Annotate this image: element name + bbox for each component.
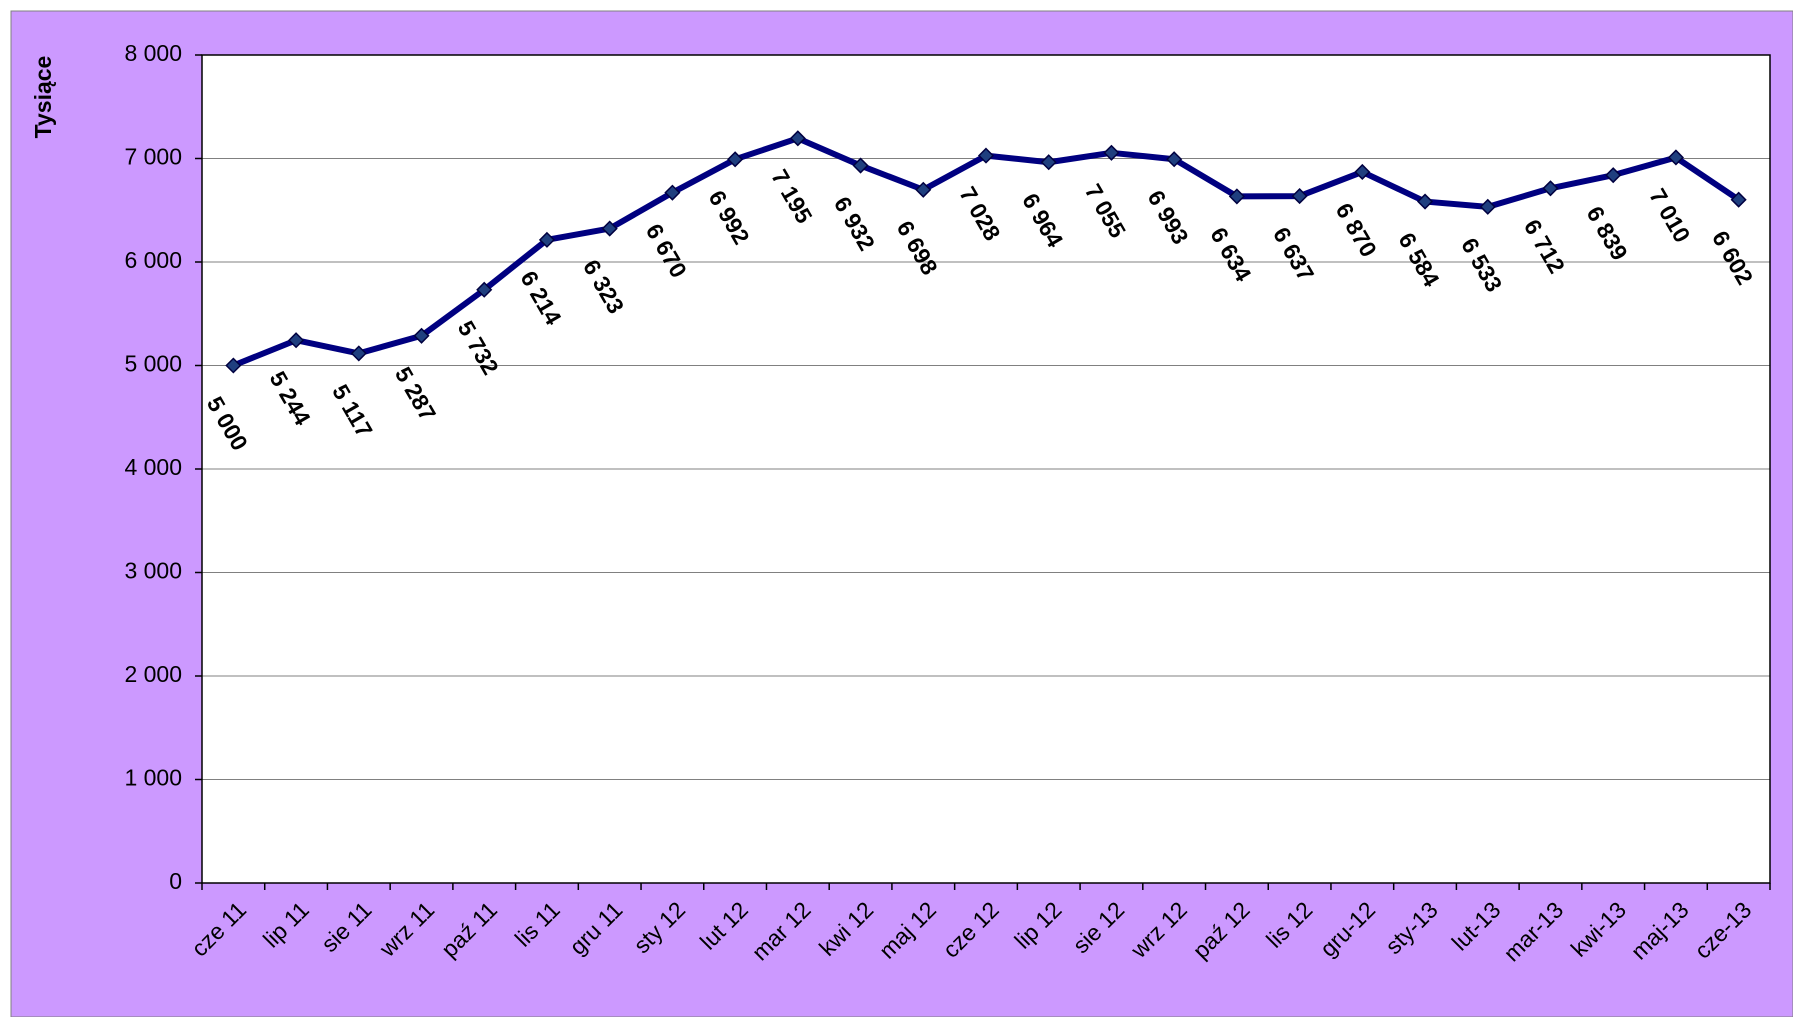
data-point: [977, 147, 995, 164]
data-point: [1667, 149, 1684, 166]
data-point: [1542, 180, 1559, 197]
y-axis-label: Tysiące: [30, 56, 56, 139]
data-point: [1730, 191, 1747, 208]
y-tick-label: 2 000: [124, 661, 182, 687]
data-point: [1291, 188, 1308, 205]
data-point: [727, 151, 744, 168]
data-point: [1166, 151, 1183, 168]
data-point: [1228, 188, 1245, 205]
y-tick-label: 7 000: [124, 144, 182, 170]
y-tick-label: 3 000: [124, 558, 182, 584]
data-point: [1479, 198, 1496, 215]
plot-border: [201, 54, 1771, 884]
y-tick-label: 8 000: [124, 40, 182, 66]
y-tick-label: 1 000: [124, 765, 182, 791]
data-point: [789, 130, 806, 147]
data-point: [350, 345, 367, 362]
data-point: [538, 231, 556, 248]
data-point: [1416, 193, 1434, 210]
y-tick-label: 5 000: [124, 351, 182, 377]
data-point: [915, 181, 932, 198]
y-tick-label: 4 000: [124, 454, 182, 480]
data-point: [225, 357, 242, 374]
data-point: [601, 220, 618, 237]
data-point: [664, 184, 681, 201]
y-tick-label: 6 000: [124, 247, 182, 273]
data-point: [1103, 144, 1120, 161]
data-point: [852, 157, 869, 174]
data-point: [288, 332, 305, 349]
y-tick-label: 0: [169, 868, 182, 894]
data-point: [1040, 154, 1057, 171]
data-point: [1605, 167, 1622, 184]
data-point: [476, 281, 493, 298]
data-point: [1354, 163, 1371, 181]
data-point: [413, 327, 430, 344]
